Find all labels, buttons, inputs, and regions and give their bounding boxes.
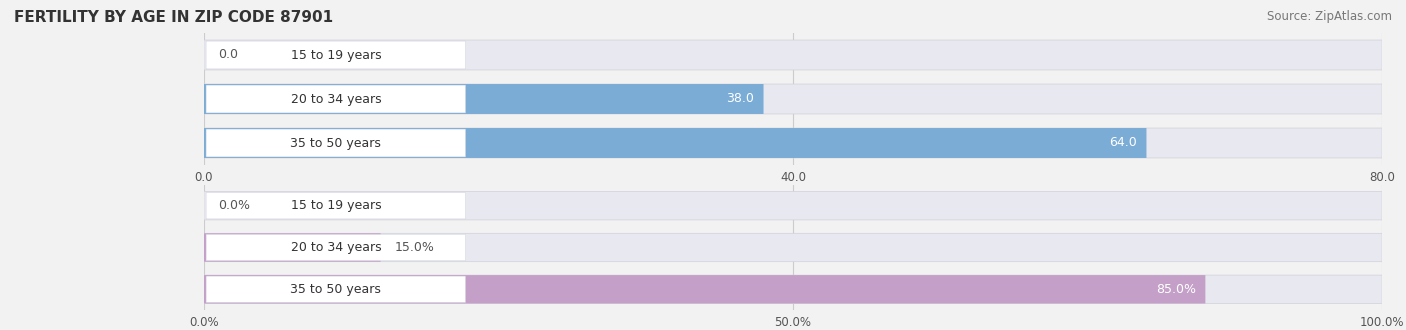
Text: 20 to 34 years: 20 to 34 years	[291, 92, 381, 106]
FancyBboxPatch shape	[207, 129, 465, 157]
FancyBboxPatch shape	[204, 40, 1382, 70]
FancyBboxPatch shape	[204, 191, 1382, 220]
Text: 0.0%: 0.0%	[218, 199, 250, 212]
Text: 15.0%: 15.0%	[395, 241, 434, 254]
FancyBboxPatch shape	[204, 275, 1382, 304]
Text: 35 to 50 years: 35 to 50 years	[291, 283, 381, 296]
FancyBboxPatch shape	[204, 275, 1205, 304]
Text: 0.0: 0.0	[218, 49, 238, 61]
Text: Source: ZipAtlas.com: Source: ZipAtlas.com	[1267, 10, 1392, 23]
Text: 64.0: 64.0	[1109, 137, 1137, 149]
FancyBboxPatch shape	[204, 128, 1382, 158]
Text: 15 to 19 years: 15 to 19 years	[291, 199, 381, 212]
Text: 85.0%: 85.0%	[1156, 283, 1197, 296]
FancyBboxPatch shape	[207, 276, 465, 303]
Text: 20 to 34 years: 20 to 34 years	[291, 241, 381, 254]
FancyBboxPatch shape	[207, 85, 465, 113]
FancyBboxPatch shape	[204, 84, 1382, 114]
FancyBboxPatch shape	[207, 192, 465, 219]
FancyBboxPatch shape	[207, 234, 465, 261]
Text: 35 to 50 years: 35 to 50 years	[291, 137, 381, 149]
FancyBboxPatch shape	[204, 233, 381, 262]
FancyBboxPatch shape	[204, 84, 763, 114]
FancyBboxPatch shape	[204, 128, 1146, 158]
Text: FERTILITY BY AGE IN ZIP CODE 87901: FERTILITY BY AGE IN ZIP CODE 87901	[14, 10, 333, 25]
FancyBboxPatch shape	[207, 41, 465, 69]
Text: 38.0: 38.0	[727, 92, 754, 106]
Text: 15 to 19 years: 15 to 19 years	[291, 49, 381, 61]
FancyBboxPatch shape	[204, 233, 1382, 262]
